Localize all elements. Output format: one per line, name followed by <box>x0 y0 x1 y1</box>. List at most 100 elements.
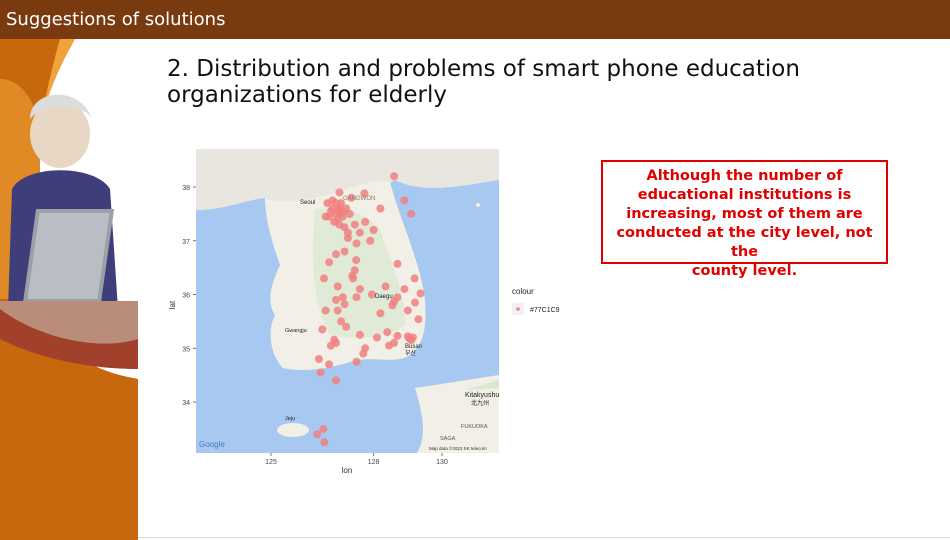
institution-point-87 <box>316 368 325 377</box>
map-label-saga: SAGA <box>440 436 456 442</box>
institution-point-23 <box>390 172 399 181</box>
institution-point-89 <box>332 250 340 259</box>
institution-point-65 <box>333 306 342 315</box>
institution-point-24 <box>407 209 416 218</box>
jeju-island <box>277 423 309 437</box>
institution-point-43 <box>410 274 419 283</box>
institution-point-20 <box>366 236 375 245</box>
korea-map-chart: Google Map data ©2023 SK telecom Kitakyu… <box>165 140 585 480</box>
callout-line-1: Although the number of <box>646 168 843 184</box>
institution-point-40 <box>381 282 390 291</box>
institution-point-74 <box>326 207 335 216</box>
institution-point-60 <box>325 360 334 369</box>
institution-point-27 <box>352 256 361 265</box>
y-tick-label-37: 37 <box>182 239 190 246</box>
institution-point-63 <box>342 322 351 331</box>
callout-line-3: increasing, most of them are <box>626 206 863 222</box>
map-label-kitakyushu: Kitakyushu <box>465 392 499 399</box>
elderly-laptop-photo <box>0 39 138 540</box>
x-axis: 125 128 130 <box>265 453 448 466</box>
institution-point-68 <box>320 438 329 447</box>
institution-point-36 <box>352 293 361 302</box>
legend-entry: #77C1C9 <box>530 307 560 314</box>
institution-point-78 <box>350 266 359 275</box>
institution-point-46 <box>373 333 381 342</box>
institution-point-21 <box>360 189 369 198</box>
map-label-daegu: Daegu <box>375 294 393 300</box>
institution-point-53 <box>414 315 423 324</box>
institution-point-77 <box>343 234 352 243</box>
y-tick-label-35: 35 <box>182 346 190 353</box>
institution-point-33 <box>338 293 347 302</box>
institution-point-84 <box>355 330 364 339</box>
north-landmass <box>196 149 499 210</box>
institution-point-12 <box>345 209 354 218</box>
callout-line-5: county level. <box>691 263 798 279</box>
institution-point-64 <box>318 325 327 334</box>
title-bar: Suggestions of solutions <box>0 0 950 39</box>
institution-point-29 <box>340 247 349 256</box>
institution-point-44 <box>400 285 409 294</box>
google-logo: Google <box>199 440 225 449</box>
institution-point-45 <box>411 298 419 307</box>
institution-point-86 <box>337 317 346 326</box>
institution-point-83 <box>385 341 393 350</box>
highlight-callout: Although the number of educational insti… <box>601 160 888 279</box>
map-label-gwangju: Gwangju <box>285 328 307 334</box>
institution-point-66 <box>332 376 340 385</box>
slide-title: 2. Distribution and problems of smart ph… <box>167 56 807 108</box>
institution-point-31 <box>320 274 328 283</box>
map-label-fukuoka: FUKUOKA <box>461 424 488 430</box>
institution-point-39 <box>393 293 402 302</box>
map-label-busan-kr: 부산 <box>405 349 417 357</box>
institution-point-41 <box>416 289 425 298</box>
japan-landmass <box>415 375 499 453</box>
institution-point-38 <box>388 301 397 310</box>
section-title: Suggestions of solutions <box>6 9 226 30</box>
institution-point-73 <box>338 207 347 216</box>
institution-point-62 <box>359 349 368 358</box>
legend-key-dot <box>516 307 520 311</box>
x-tick-label-125: 125 <box>265 459 277 466</box>
decorative-sidebar <box>0 39 138 540</box>
institution-point-42 <box>393 259 402 268</box>
institution-point-19 <box>355 228 364 237</box>
y-tick-label-38: 38 <box>182 185 190 192</box>
institution-point-26 <box>352 239 361 248</box>
institution-point-69 <box>313 430 322 439</box>
institution-points <box>313 172 425 447</box>
institution-point-10 <box>321 212 330 221</box>
institution-point-58 <box>326 341 335 350</box>
institution-point-11 <box>330 217 339 226</box>
institution-point-81 <box>376 309 385 318</box>
map-label-seoul: Seoul <box>300 200 315 206</box>
institution-point-67 <box>319 424 328 433</box>
institution-point-16 <box>350 220 359 229</box>
institution-point-85 <box>321 306 330 315</box>
institution-point-18 <box>369 226 378 234</box>
map-label-kitakyushu-kr: 北九州 <box>471 399 489 407</box>
institution-point-34 <box>340 300 349 309</box>
map-label-gangwon: GANGWON <box>343 196 375 202</box>
institution-point-88 <box>349 274 358 283</box>
y-axis-label: lat <box>168 300 177 309</box>
institution-point-47 <box>393 331 402 340</box>
institution-point-59 <box>314 355 323 363</box>
institution-point-76 <box>347 193 356 202</box>
map-label-jeju: Jeju <box>285 416 295 422</box>
institution-point-30 <box>325 258 334 267</box>
institution-point-32 <box>333 282 342 291</box>
institution-point-13 <box>335 188 344 197</box>
y-tick-label-36: 36 <box>182 293 190 300</box>
institution-point-61 <box>352 357 361 366</box>
institution-point-25 <box>376 204 385 213</box>
map-attribution: Map data ©2023 SK telecom <box>429 445 487 451</box>
legend-title: colour <box>512 287 534 296</box>
y-axis: 34 35 36 37 38 <box>182 185 196 407</box>
institution-point-82 <box>403 306 412 315</box>
institution-point-17 <box>361 217 370 226</box>
x-tick-label-130: 130 <box>436 459 448 466</box>
mountain-terrain <box>313 208 405 338</box>
x-tick-label-128: 128 <box>368 459 380 466</box>
institution-point-80 <box>367 290 376 299</box>
